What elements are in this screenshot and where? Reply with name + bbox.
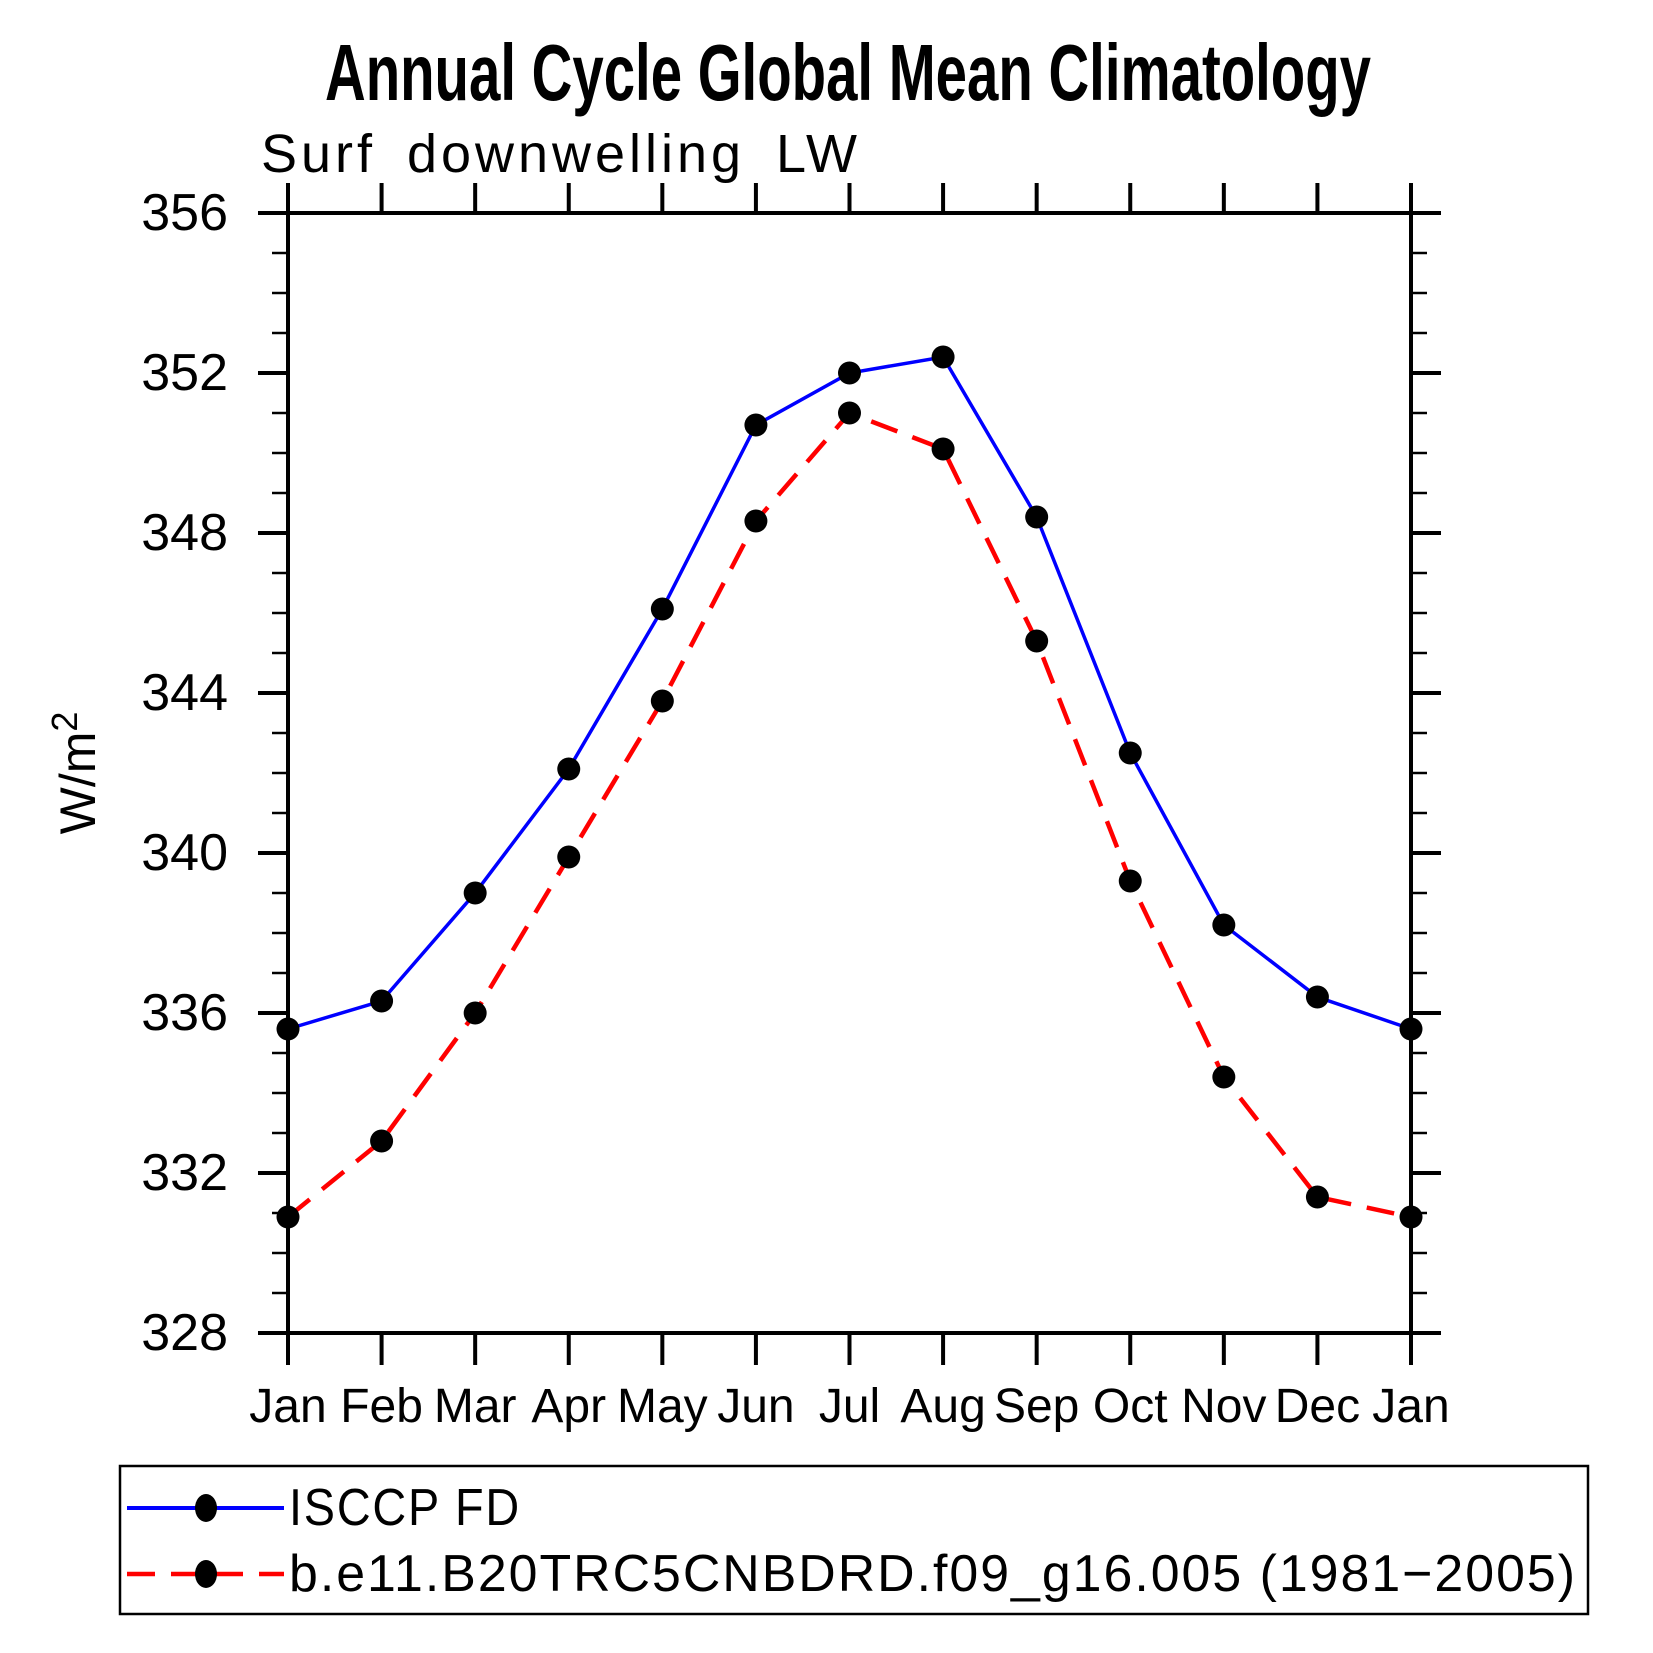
- y-tick-label: 328: [141, 1304, 228, 1362]
- legend-box: [118, 1464, 1590, 1616]
- y-tick-label: 352: [141, 344, 228, 402]
- x-tick-label: Mar: [434, 1380, 517, 1433]
- data-point-marker: [931, 345, 955, 369]
- y-tick-label: 344: [141, 664, 228, 722]
- legend-item: ISCCP FD: [127, 1479, 521, 1537]
- y-axis-title-exponent: 2: [44, 712, 85, 732]
- chart-subtitle: Surf downwelling LW: [261, 124, 859, 184]
- y-tick-label: 332: [141, 1144, 228, 1202]
- data-point-marker: [744, 509, 768, 533]
- y-axis-title: W/m2: [44, 712, 106, 835]
- data-point-marker: [463, 1001, 487, 1025]
- y-axis-ticks: [258, 211, 1441, 1335]
- series-model: [276, 401, 1423, 1229]
- data-point-marker: [650, 597, 674, 621]
- y-tick-label: 356: [141, 184, 228, 242]
- x-tick-label: Sep: [994, 1380, 1079, 1433]
- legend-marker: [195, 1560, 217, 1588]
- y-tick-label: 348: [141, 504, 228, 562]
- legend-label: ISCCP FD: [289, 1479, 521, 1537]
- chart-title: Annual Cycle Global Mean Climatology: [325, 28, 1371, 117]
- x-tick-label: Jul: [819, 1380, 880, 1433]
- data-point-marker: [463, 881, 487, 905]
- legend-item: b.e11.B20TRC5CNBDRD.f09_g16.005 (1981−20…: [127, 1545, 1577, 1603]
- data-point-marker: [1212, 1065, 1236, 1089]
- data-point-marker: [1399, 1205, 1423, 1229]
- x-tick-label: Oct: [1093, 1380, 1168, 1433]
- data-point-marker: [1212, 913, 1236, 937]
- data-point-marker: [650, 689, 674, 713]
- series-isccp-fd: [276, 345, 1423, 1041]
- data-point-marker: [557, 845, 581, 869]
- data-point-marker: [370, 989, 394, 1013]
- x-tick-label: Nov: [1181, 1380, 1266, 1433]
- x-tick-label: Dec: [1275, 1380, 1360, 1433]
- data-point-marker: [557, 757, 581, 781]
- data-point-marker: [838, 361, 861, 385]
- x-tick-label: Aug: [900, 1380, 985, 1433]
- data-point-marker: [1399, 1017, 1423, 1041]
- data-point-marker: [838, 401, 861, 425]
- data-point-marker: [276, 1017, 300, 1041]
- legend: ISCCP FD b.e11.B20TRC5CNBDRD.f09_g16.005 …: [118, 1464, 1590, 1616]
- data-point-marker: [1305, 985, 1329, 1009]
- y-axis-title-base: W/m: [50, 732, 106, 835]
- x-tick-label: Jan: [249, 1380, 326, 1433]
- data-point-marker: [276, 1205, 300, 1229]
- data-point-marker: [1025, 505, 1049, 529]
- x-tick-label: Apr: [531, 1380, 606, 1433]
- x-axis-labels: Jan Feb Mar Apr May Jun Jul Aug Sep Oct Nov Dec Jan: [249, 1380, 1449, 1433]
- y-axis-labels: 328 332 336 340 344 348 352 356: [141, 184, 228, 1362]
- y-tick-label: 340: [141, 824, 228, 882]
- data-point-marker: [1118, 869, 1142, 893]
- x-axis-ticks: [286, 183, 1413, 1365]
- series-line: [286, 410, 1412, 1220]
- data-point-marker: [931, 437, 955, 461]
- x-tick-label: May: [617, 1380, 708, 1433]
- legend-marker: [195, 1494, 217, 1522]
- legend-label: b.e11.B20TRC5CNBDRD.f09_g16.005 (1981−20…: [289, 1545, 1577, 1603]
- data-point-marker: [1305, 1185, 1329, 1209]
- series-line: [287, 355, 1412, 1031]
- y-tick-label: 336: [141, 984, 228, 1042]
- x-tick-label: Jan: [1372, 1380, 1449, 1433]
- x-tick-label: Feb: [340, 1380, 423, 1433]
- data-point-marker: [370, 1129, 394, 1153]
- data-point-marker: [1118, 741, 1142, 765]
- x-tick-label: Jun: [717, 1380, 794, 1433]
- data-point-marker: [1025, 629, 1049, 653]
- data-point-marker: [744, 413, 768, 437]
